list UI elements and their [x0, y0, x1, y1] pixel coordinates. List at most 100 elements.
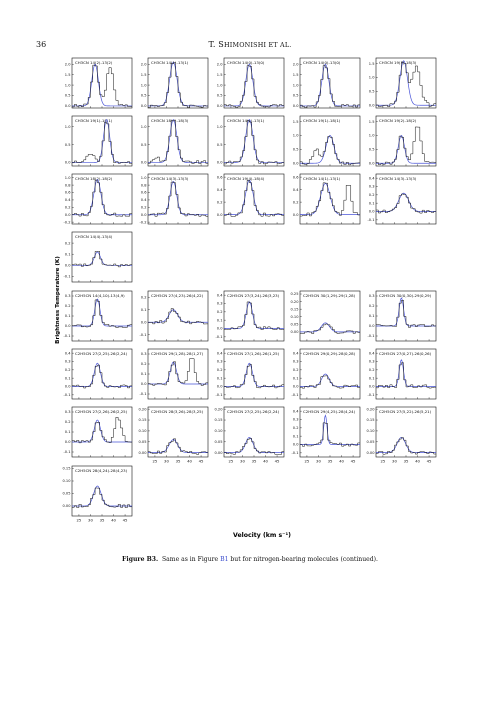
y-tick-label: 0.1 [141, 372, 147, 376]
x-tick-label: 45 [123, 518, 128, 523]
y-tick-label: 0.2 [217, 200, 223, 204]
spectrum-panel: -0.1 0.0 0.1 0.2 C2H5CN 27(4,23)-26(4,22) [139, 291, 208, 341]
y-tick-label: 0.5 [293, 94, 299, 98]
y-tick-label: -0.1 [367, 218, 374, 222]
y-tick-label: 0.2 [65, 368, 71, 372]
y-tick-label: 0.3 [65, 410, 71, 414]
panel-title: C2H5CN 27(5,22)-26(5,21) [379, 409, 432, 414]
observed-spectrum [224, 438, 284, 454]
y-tick-label: -0.1 [139, 392, 146, 396]
observed-spectrum [72, 300, 132, 328]
y-tick-label: 0.3 [217, 360, 223, 364]
y-tick-label: 0.8 [141, 183, 147, 187]
y-tick-label: 0.20 [290, 300, 299, 304]
y-tick-label: 0.2 [369, 304, 375, 308]
y-tick-label: 0.0 [293, 104, 299, 108]
observed-spectrum [224, 302, 284, 330]
y-tick-label: -0.1 [63, 334, 70, 338]
spectrum-panel: -0.10.00.10.20.3 C2H5CN 27(2,26)-26(2,25) [63, 407, 132, 457]
y-tick-label: 0.00 [138, 451, 147, 455]
y-axis-label: Brightness Temperature (K) [55, 256, 61, 344]
observed-spectrum [376, 127, 436, 165]
spectrum-panel: 0.000.050.100.150.20 C2H5CN 27(5,22)-26(5… [366, 407, 436, 457]
observed-spectrum [376, 62, 436, 107]
y-tick-label: -0.2 [139, 220, 146, 224]
y-tick-label: 0.20 [214, 407, 223, 411]
y-tick-label: 0.0 [141, 104, 147, 108]
y-tick-label: 0.4 [217, 293, 223, 297]
spectrum-panel: 0.00.51.0CH3CN 18(3)-18(3) [141, 116, 208, 166]
y-tick-label: 0.20 [138, 407, 147, 411]
spectrum-panel: 0.000.050.100.150.20 C2H5CN 27(2,25)-26(2… [214, 407, 284, 457]
y-tick-label: 0.3 [65, 360, 71, 364]
panel-title: CH3CN 14(1)-13(1) [151, 60, 189, 65]
x-tick-label: 25 [153, 459, 158, 464]
panel-frame [72, 466, 132, 516]
x-tick-label: 45 [427, 459, 432, 464]
spectrum-panel: 0.0 0.5 1.0 1.5 CH3CN 19(1)-18(1) [293, 116, 360, 166]
y-tick-label: 0.05 [214, 440, 222, 444]
y-tick-label: -0.1 [367, 334, 374, 338]
y-tick-label: 0.0 [293, 161, 299, 165]
y-tick-label: 0.2 [141, 206, 147, 210]
model-fit-line [300, 135, 360, 163]
y-tick-label: -0.1 [291, 451, 298, 455]
y-tick-label: 0.4 [65, 198, 71, 202]
caption-figure-link[interactable]: B1 [220, 556, 228, 563]
panel-title: C2H5CN 30(0,30)-29(0,29) [379, 293, 432, 298]
y-tick-label: 0.2 [65, 304, 71, 308]
spectrum-panel: 0.000.050.100.150.20 C2H5CN 28(3,26)-28(3… [138, 407, 208, 457]
y-tick-label: 0.1 [65, 314, 71, 318]
y-tick-label: 0.2 [293, 200, 299, 204]
x-tick-label: 40 [415, 459, 420, 464]
spectrum-panel: 0.00.51.01.52.0 CH3CN 14(2)-13(2) [65, 58, 132, 108]
y-tick-label: 0.1 [293, 376, 299, 380]
y-tick-label: 0.10 [366, 429, 375, 433]
y-tick-label: -0.1 [63, 450, 70, 454]
y-tick-label: 0.0 [369, 210, 375, 214]
x-tick-label: 35 [404, 459, 409, 464]
x-tick-label: 25 [305, 459, 310, 464]
spectrum-panel: 0.0 0.5 1.0 CH3CN 19(1)-18(1) [65, 116, 132, 166]
panel-title: CH3CN 19(2)-18(2) [379, 118, 417, 123]
y-tick-label: 0.6 [293, 175, 299, 179]
y-tick-label: 1.5 [369, 120, 375, 124]
x-tick-label: 30 [392, 459, 397, 464]
observed-spectrum [148, 439, 208, 455]
y-tick-label: 1.0 [65, 176, 71, 180]
y-tick-label: 0.1 [369, 314, 375, 318]
x-tick-label: 30 [88, 518, 93, 523]
x-tick-label: 45 [351, 459, 356, 464]
y-tick-label: 2.0 [217, 62, 223, 66]
y-tick-label: -0.1 [215, 393, 222, 397]
y-tick-label: 0.0 [217, 213, 223, 217]
spectrum-panel: 0.0 0.5 1.0 1.5 2.0 CH3CN 14(0)-13(0) [217, 58, 284, 108]
y-tick-label: 1.0 [293, 134, 299, 138]
y-tick-label: -0.1 [139, 333, 146, 337]
panel-title: CH3CN 14(3)-13(3) [379, 176, 417, 181]
x-tick-label: 40 [187, 459, 192, 464]
y-tick-label: 0.2 [65, 241, 71, 245]
panel-frame [376, 407, 436, 457]
y-tick-label: 0.2 [293, 368, 299, 372]
observed-spectrum [300, 423, 360, 446]
panel-title: C2H5CN 29(4,25)-28(4,24) [303, 409, 356, 414]
observed-spectrum [300, 137, 360, 165]
panel-title: CH3CN 14(0)-13(0) [227, 60, 265, 65]
panel-title: CH3CN 14(3)-13(3) [151, 176, 189, 181]
y-tick-label: 0.0 [293, 443, 299, 447]
observed-spectrum [72, 488, 132, 508]
spectrum-panel: -0.10.00.10.20.30.4 C2H5CN 27(2,25)-26(2,… [63, 349, 132, 399]
observed-spectrum [224, 121, 284, 164]
y-tick-label: 0.15 [366, 418, 374, 422]
spectrum-panel: -0.10.00.10.2CH3CN 14(4)-13(4) [63, 232, 132, 282]
x-tick-label: 40 [339, 459, 344, 464]
panel-title: CH3CN 19(1)-18(1) [303, 118, 341, 123]
y-tick-label: 0.5 [217, 143, 223, 147]
y-tick-label: 2.0 [293, 62, 299, 66]
observed-spectrum [376, 300, 436, 327]
y-tick-label: 2.0 [65, 62, 71, 66]
x-tick-label: 40 [111, 518, 116, 523]
y-tick-label: 0.4 [217, 188, 223, 192]
y-tick-label: 0.3 [369, 360, 375, 364]
